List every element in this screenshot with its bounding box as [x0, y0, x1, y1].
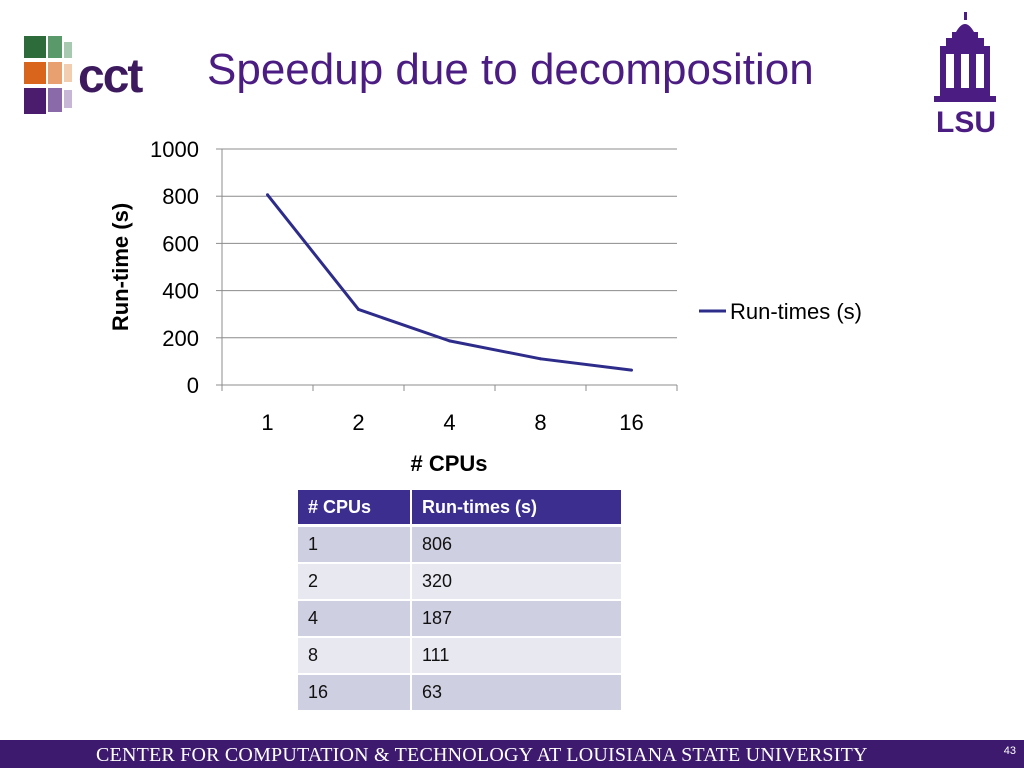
footer-bar: CENTER FOR COMPUTATION & TECHNOLOGY AT L… — [0, 740, 1024, 768]
table-row: 1 806 — [298, 527, 623, 564]
x-axis-title: # CPUs — [410, 451, 487, 476]
x-tick-label: 2 — [352, 410, 364, 435]
y-tick-label: 200 — [162, 326, 199, 351]
table-row: 16 63 — [298, 675, 623, 712]
table-row: 2 320 — [298, 564, 623, 601]
y-tick-label: 0 — [187, 373, 199, 398]
slide-title: Speedup due to decomposition — [207, 45, 814, 94]
lsu-logo-text: LSU — [936, 106, 996, 136]
table-cell-runtime: 320 — [412, 564, 623, 601]
data-table: # CPUs Run-times (s) 1 806 2 320 4 187 8… — [298, 490, 623, 712]
chart-legend: Run-times (s) — [699, 299, 862, 324]
data-point — [357, 307, 360, 311]
data-point — [539, 357, 542, 361]
y-tick-label: 600 — [162, 231, 199, 256]
table-cell-cpus: 16 — [298, 675, 412, 712]
x-tick-label: 4 — [443, 410, 455, 435]
table-cell-runtime: 63 — [412, 675, 623, 712]
footer-text: CENTER FOR COMPUTATION & TECHNOLOGY AT L… — [96, 744, 868, 766]
data-point — [266, 193, 269, 197]
table-cell-runtime: 187 — [412, 601, 623, 638]
y-axis-title: Run-time (s) — [108, 203, 133, 331]
table-row: 4 187 — [298, 601, 623, 638]
y-tick-label: 400 — [162, 279, 199, 304]
cct-logo-squares — [24, 36, 72, 114]
table-cell-cpus: 2 — [298, 564, 412, 601]
cct-logo-text: cct — [78, 50, 143, 103]
x-tick-label: 16 — [619, 410, 643, 435]
chart-series — [266, 193, 633, 372]
x-tick-label: 1 — [261, 410, 273, 435]
data-point — [448, 339, 451, 343]
table-header-runtimes: Run-times (s) — [412, 490, 623, 527]
legend-label: Run-times (s) — [730, 299, 862, 324]
table-cell-cpus: 8 — [298, 638, 412, 675]
chart-labels: 0 200 400 600 800 1000 1 2 4 8 16 — [150, 137, 644, 435]
table-cell-cpus: 4 — [298, 601, 412, 638]
table-cell-runtime: 806 — [412, 527, 623, 564]
x-tick-label: 8 — [534, 410, 546, 435]
table-row: 8 111 — [298, 638, 623, 675]
lsu-tower-logo: LSU — [934, 12, 996, 136]
table-cell-runtime: 111 — [412, 638, 623, 675]
series-line — [266, 193, 632, 372]
page-number: 43 — [1003, 745, 1016, 757]
y-tick-label: 800 — [162, 184, 199, 209]
cct-logo: cct — [24, 36, 145, 114]
table-cell-cpus: 1 — [298, 527, 412, 564]
chart-gridlines — [222, 148, 677, 339]
table-header-row: # CPUs Run-times (s) — [298, 490, 623, 527]
table-header-cpus: # CPUs — [298, 490, 412, 527]
line-chart: 0 200 400 600 800 1000 1 2 4 8 16 Run-time (s) # C… — [108, 137, 862, 476]
chart-axes — [216, 148, 678, 391]
data-point — [630, 368, 633, 372]
y-tick-label: 1000 — [150, 137, 199, 162]
